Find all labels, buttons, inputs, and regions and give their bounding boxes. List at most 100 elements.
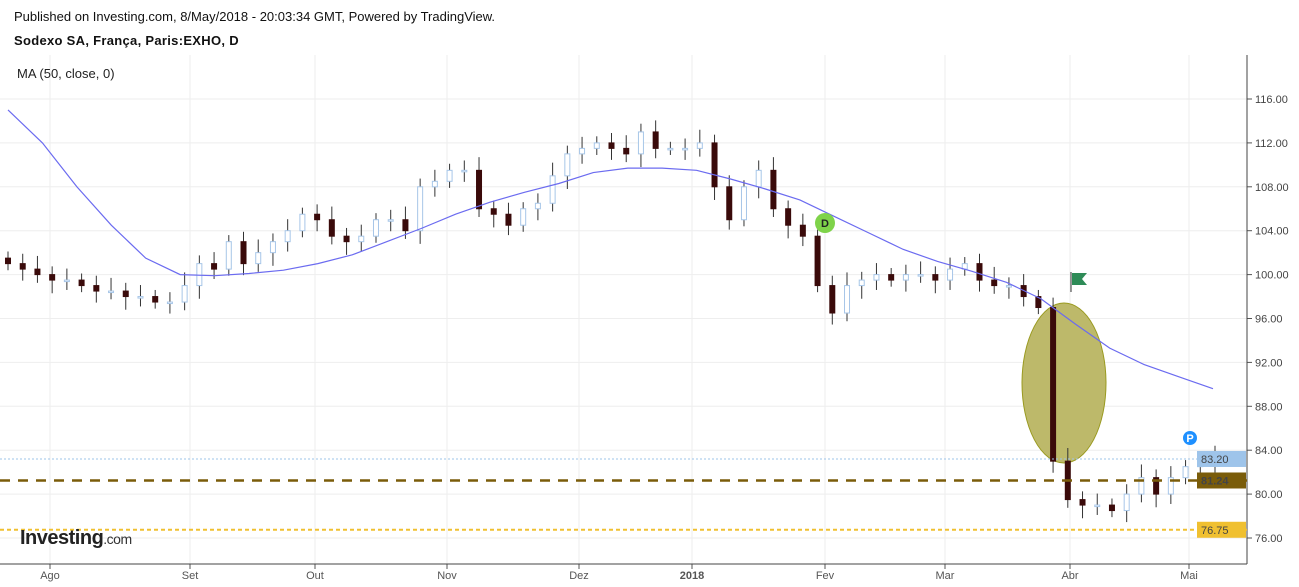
y-tick-label: 104.00: [1255, 226, 1289, 238]
candle-up: [858, 279, 865, 287]
candle-down: [711, 142, 718, 188]
candle-down: [34, 268, 41, 276]
candle-down: [623, 147, 630, 155]
candle-up: [593, 142, 600, 149]
candle-up: [667, 147, 674, 151]
candle-down: [343, 235, 350, 243]
candle-down: [122, 290, 129, 298]
y-tick-label: 76.00: [1255, 533, 1283, 545]
x-tick-label: Out: [306, 570, 324, 582]
y-tick-label: 112.00: [1255, 138, 1288, 150]
y-tick-label: 96.00: [1255, 314, 1283, 326]
candle-down: [240, 241, 247, 265]
candle-up: [579, 147, 586, 155]
x-tick-label: Dez: [569, 570, 589, 582]
candle-down: [770, 169, 777, 210]
candle-down: [888, 274, 895, 281]
y-tick-label: 80.00: [1255, 489, 1283, 501]
candle-up: [166, 301, 173, 305]
candle-up: [1123, 493, 1130, 512]
event-marker-d: [815, 213, 835, 233]
candle-up: [372, 219, 379, 237]
candle-down: [328, 219, 335, 237]
candle-up: [299, 213, 306, 232]
candle-down: [1050, 307, 1057, 462]
price-level-badge: [1197, 450, 1246, 467]
price-level-badge: [1197, 521, 1246, 538]
candle-up: [902, 274, 909, 281]
candle-up: [461, 169, 468, 173]
candle-down: [932, 274, 939, 281]
candle-up: [740, 186, 747, 221]
candle-down: [1079, 499, 1086, 506]
candle-up: [225, 241, 232, 270]
y-tick-label: 116.00: [1255, 94, 1288, 106]
candle-down: [490, 208, 497, 215]
logo-suffix: .com: [103, 531, 132, 547]
x-tick-label: 2018: [680, 570, 704, 582]
candle-down: [608, 142, 615, 149]
event-marker-label: D: [821, 218, 829, 230]
candle-down: [976, 263, 983, 281]
candle-up: [255, 252, 262, 265]
candle-down: [991, 279, 998, 287]
candle-down: [93, 285, 100, 292]
price-level-label: 76.75: [1201, 525, 1229, 537]
y-tick-label: 108.00: [1255, 182, 1289, 194]
candle-up: [682, 147, 689, 151]
ma-indicator-label[interactable]: MA (50, close, 0): [17, 66, 115, 81]
highlight-ellipse: [1021, 302, 1107, 464]
candle-up: [564, 153, 571, 177]
x-tick-label: Nov: [437, 570, 457, 582]
candle-down: [78, 279, 85, 287]
candle-up: [108, 290, 115, 294]
candle-down: [726, 186, 733, 221]
candle-up: [431, 180, 438, 188]
candle-up: [1138, 477, 1145, 495]
x-tick-label: Mar: [936, 570, 955, 582]
candle-down: [49, 274, 56, 281]
candle-down: [1035, 296, 1042, 309]
candle-up: [137, 296, 144, 299]
event-marker-label: P: [1186, 433, 1193, 445]
candle-down: [814, 235, 821, 287]
candle-up: [1182, 466, 1189, 479]
flag-icon: [1072, 273, 1087, 285]
candle-down: [829, 285, 836, 314]
x-tick-label: Abr: [1061, 570, 1078, 582]
candle-up: [534, 202, 541, 210]
candle-up: [387, 219, 394, 222]
candle-down: [19, 263, 26, 270]
candle-down: [402, 219, 409, 232]
candle-down: [476, 169, 483, 210]
candle-up: [181, 285, 188, 303]
candle-down: [1108, 504, 1115, 512]
candle-up: [755, 169, 762, 188]
x-tick-label: Ago: [40, 570, 60, 582]
candle-up: [696, 142, 703, 149]
candle-down: [1153, 477, 1160, 495]
candle-down: [152, 296, 159, 303]
candle-down: [211, 263, 218, 270]
candle-up: [844, 285, 851, 314]
candle-up: [549, 175, 556, 204]
candle-up: [917, 274, 924, 277]
candle-up: [269, 241, 276, 254]
candle-up: [637, 131, 644, 155]
y-tick-label: 84.00: [1255, 445, 1283, 457]
y-tick-label: 88.00: [1255, 401, 1283, 413]
candle-up: [63, 279, 70, 283]
x-tick-label: Fev: [816, 570, 835, 582]
price-level-label: 83.20: [1201, 454, 1229, 466]
symbol-title: Sodexo SA, França, Paris:EXHO, D: [14, 33, 239, 48]
x-tick-label: Set: [182, 570, 199, 582]
investing-logo: Investing.com: [20, 527, 132, 550]
price-level-badge: [1197, 472, 1246, 489]
candle-up: [1005, 285, 1012, 288]
ma50-line: [7, 109, 1214, 390]
candle-up: [284, 230, 291, 243]
published-caption: Published on Investing.com, 8/May/2018 -…: [14, 9, 496, 24]
candle-down: [799, 224, 806, 237]
y-tick-label: 100.00: [1255, 270, 1289, 282]
